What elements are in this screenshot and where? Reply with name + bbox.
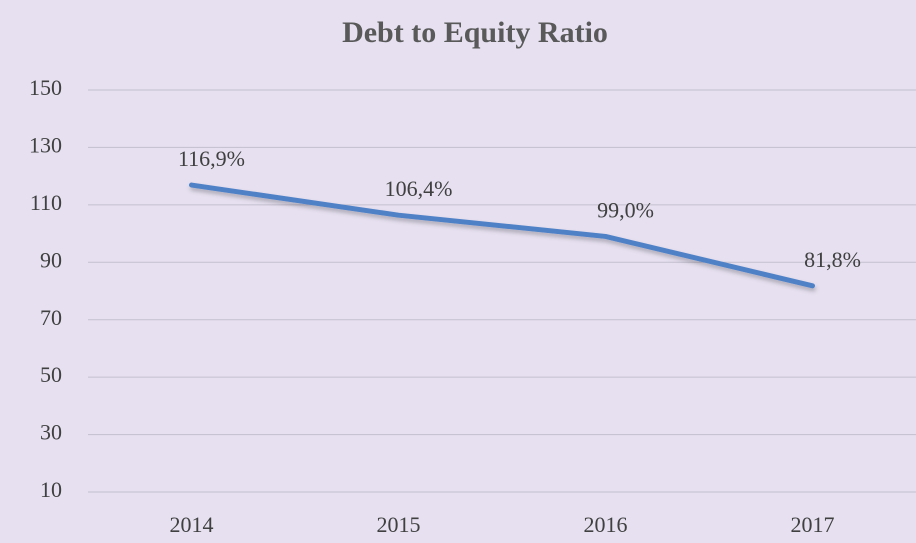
y-tick-label: 50 <box>40 362 62 387</box>
x-tick-label: 2017 <box>791 512 835 537</box>
data-label: 99,0% <box>597 197 654 222</box>
y-tick-label: 10 <box>40 477 62 502</box>
y-tick-label: 150 <box>29 75 62 100</box>
x-tick-label: 2015 <box>377 512 421 537</box>
data-label: 116,9% <box>178 146 245 171</box>
x-tick-label: 2014 <box>170 512 214 537</box>
data-label: 81,8% <box>804 247 861 272</box>
y-tick-label: 130 <box>29 132 62 157</box>
data-label: 106,4% <box>385 176 453 201</box>
chart: Debt to Equity Ratio 10 30 50 70 90 110 130 150… <box>0 0 916 543</box>
y-tick-label: 110 <box>30 190 62 215</box>
x-tick-label: 2016 <box>584 512 628 537</box>
data-line <box>192 185 813 286</box>
y-tick-label: 70 <box>40 305 62 330</box>
y-tick-label: 90 <box>40 247 62 272</box>
chart-title: Debt to Equity Ratio <box>342 16 608 49</box>
y-tick-label: 30 <box>40 420 62 445</box>
